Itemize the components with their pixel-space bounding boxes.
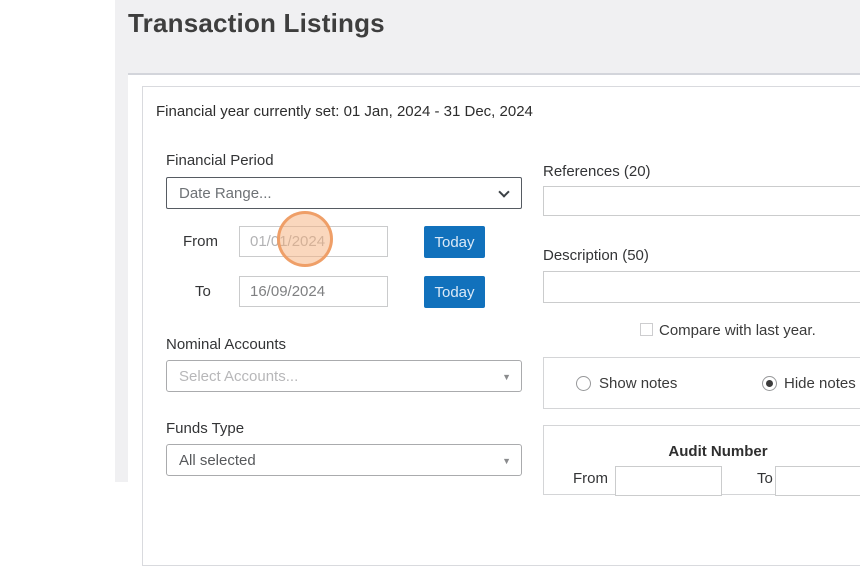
date-to-input[interactable] [239, 276, 388, 307]
funds-type-label: Funds Type [166, 420, 245, 437]
financial-period-selected-value: Date Range... [179, 184, 272, 202]
compare-last-year-label: Compare with last year. [659, 322, 816, 339]
description-input[interactable] [543, 271, 860, 303]
compare-last-year-checkbox[interactable] [640, 323, 653, 336]
notes-options-box [543, 357, 860, 409]
today-to-button[interactable]: Today [424, 276, 485, 308]
today-from-button[interactable]: Today [424, 226, 485, 258]
date-from-input[interactable] [239, 226, 388, 257]
show-notes-radio[interactable] [576, 376, 591, 391]
chevron-down-icon [498, 186, 510, 198]
date-to-label: To [195, 283, 211, 300]
nominal-accounts-select[interactable]: Select Accounts... ▼ [166, 360, 522, 392]
description-label: Description (50) [543, 247, 649, 264]
nominal-accounts-placeholder: Select Accounts... [179, 367, 299, 385]
audit-to-label: To [757, 470, 773, 487]
hide-notes-radio[interactable] [762, 376, 777, 391]
funds-type-selected-value: All selected [179, 451, 256, 469]
hide-notes-label: Hide notes [784, 375, 856, 392]
audit-from-input[interactable] [615, 466, 722, 496]
financial-period-select[interactable]: Date Range... [166, 177, 522, 209]
page-title: Transaction Listings [128, 8, 385, 38]
show-notes-label: Show notes [599, 375, 678, 392]
references-label: References (20) [543, 163, 651, 180]
dropdown-arrow-icon: ▼ [502, 372, 511, 382]
dropdown-arrow-icon: ▼ [502, 456, 511, 466]
date-from-label: From [183, 233, 218, 250]
audit-from-label: From [573, 470, 608, 487]
audit-to-input[interactable] [775, 466, 860, 496]
financial-period-label: Financial Period [166, 152, 274, 169]
nominal-accounts-label: Nominal Accounts [166, 336, 287, 353]
funds-type-select[interactable]: All selected ▼ [166, 444, 522, 476]
audit-number-title: Audit Number [668, 443, 768, 460]
references-input[interactable] [543, 186, 860, 216]
financial-year-note: Financial year currently set: 01 Jan, 20… [156, 103, 533, 120]
